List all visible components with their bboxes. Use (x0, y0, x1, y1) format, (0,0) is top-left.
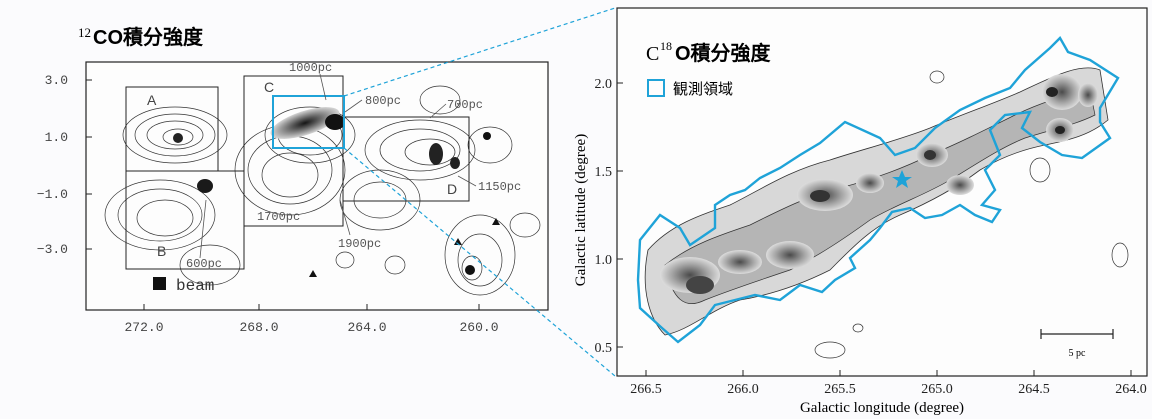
region-box-d (342, 116, 470, 202)
zoom-connector-lines (343, 7, 616, 377)
right-panel-title: O積分強度 (675, 41, 772, 65)
left-title-superscript: 12 (78, 25, 91, 40)
beam-label: beam (176, 277, 214, 295)
zoom-region-box (272, 95, 345, 149)
right-x-tick-4: 264.5 (1018, 382, 1050, 397)
distance-label-700pc: 700pc (447, 98, 483, 112)
right-x-tick-3: 265.0 (921, 382, 953, 397)
right-y-tick-3: 0.5 (595, 341, 613, 356)
right-panel: C 18 O積分強度 観測領域 (573, 7, 1148, 416)
legend-label-observed-region: 観測領域 (673, 81, 733, 98)
scale-bar-label: 5 pc (1069, 348, 1087, 359)
region-label-a: A (147, 92, 157, 108)
distance-label-800pc: 800pc (365, 94, 401, 108)
right-title-prefix: C (646, 43, 659, 65)
left-panel-title: CO積分強度 (93, 25, 204, 49)
right-x-tick-1: 266.0 (727, 382, 759, 397)
left-y-tick-1: 1.0 (45, 130, 68, 145)
right-y-axis-label: Galactic latitude (degree) (573, 134, 589, 286)
left-y-tick-2: −1.0 (37, 187, 68, 202)
left-intensity-peaks (173, 107, 491, 275)
right-y-tick-2: 1.0 (595, 253, 613, 268)
left-panel: 12 CO積分強度 (37, 25, 549, 335)
left-x-tick-2: 264.0 (347, 320, 386, 335)
legend-swatch-observed-region (647, 79, 665, 97)
scale-bar (1040, 329, 1114, 339)
distance-label-1900pc: 1900pc (338, 237, 381, 251)
observed-region-outline (636, 36, 1120, 344)
distance-label-1700pc: 1700pc (257, 210, 300, 224)
right-y-tick-1: 1.5 (595, 165, 613, 180)
region-label-c: C (264, 79, 274, 95)
left-y-tick-0: 3.0 (45, 73, 68, 88)
right-x-tick-2: 265.5 (824, 382, 856, 397)
region-label-b: B (157, 243, 166, 259)
right-x-tick-0: 266.5 (630, 382, 662, 397)
distance-label-600pc: 600pc (186, 257, 222, 271)
beam-marker (153, 277, 166, 290)
left-x-tick-3: 260.0 (459, 320, 498, 335)
left-x-tick-0: 272.0 (124, 320, 163, 335)
left-y-tick-3: −3.0 (37, 242, 68, 257)
right-x-axis-label: Galactic longitude (degree) (800, 400, 964, 416)
right-x-tick-5: 264.0 (1115, 382, 1147, 397)
right-title-superscript: 18 (660, 39, 672, 53)
star-marker (892, 170, 912, 188)
distance-label-1000pc: 1000pc (289, 61, 332, 75)
region-label-d: D (447, 181, 457, 197)
left-region-boxes (125, 75, 470, 270)
distance-label-1150pc: 1150pc (478, 180, 521, 194)
right-y-tick-0: 2.0 (595, 77, 613, 92)
left-x-tick-1: 268.0 (239, 320, 278, 335)
